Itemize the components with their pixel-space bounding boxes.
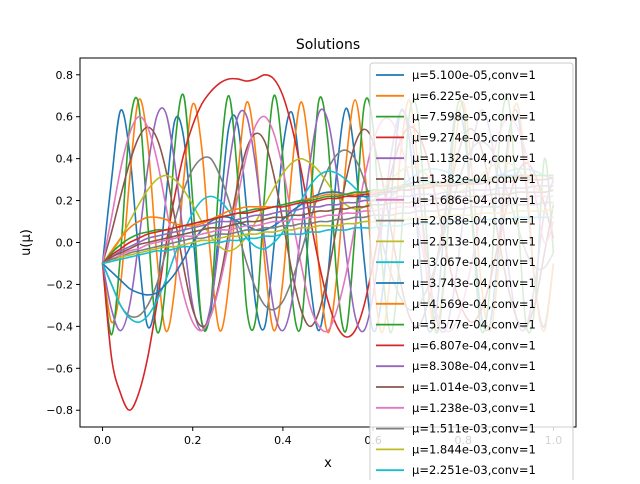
x-tick-label: 0.4 bbox=[274, 434, 292, 447]
y-tick-label: −0.4 bbox=[46, 320, 73, 333]
x-axis-label: x bbox=[324, 456, 332, 471]
legend-entry: μ=2.251e-03,conv=1 bbox=[412, 463, 536, 477]
legend-entry: μ=8.308e-04,conv=1 bbox=[412, 359, 536, 373]
y-tick-label: 0.0 bbox=[56, 237, 74, 250]
legend-entry: μ=6.225e-05,conv=1 bbox=[412, 89, 536, 103]
legend-entry: μ=4.569e-04,conv=1 bbox=[412, 297, 536, 311]
legend-entry: μ=1.511e-03,conv=1 bbox=[412, 422, 536, 436]
legend-entry: μ=2.513e-04,conv=1 bbox=[412, 234, 536, 248]
legend-entry: μ=1.014e-03,conv=1 bbox=[412, 380, 536, 394]
legend: μ=5.100e-05,conv=1 μ=6.225e-05,conv=1 μ=7.… bbox=[369, 62, 574, 484]
x-tick-label: 0.0 bbox=[94, 434, 112, 447]
legend-box bbox=[369, 62, 574, 484]
legend-entry: μ=2.058e-04,conv=1 bbox=[412, 214, 536, 228]
legend-entry: μ=7.598e-05,conv=1 bbox=[412, 110, 536, 124]
y-tick-label: 0.6 bbox=[56, 111, 74, 124]
legend-entry: μ=9.274e-05,conv=1 bbox=[412, 130, 536, 144]
legend-entry: μ=3.743e-04,conv=1 bbox=[412, 276, 536, 290]
y-tick-label: −0.6 bbox=[46, 362, 73, 375]
y-tick-label: 0.2 bbox=[56, 195, 74, 208]
legend-entry: μ=1.686e-04,conv=1 bbox=[412, 193, 536, 207]
x-tick-label: 0.2 bbox=[184, 434, 202, 447]
legend-entry: μ=5.100e-05,conv=1 bbox=[412, 68, 536, 82]
y-axis-label: u(μ) bbox=[19, 229, 34, 256]
y-tick-label: 0.4 bbox=[56, 153, 74, 166]
y-tick-label: −0.8 bbox=[46, 404, 73, 417]
legend-entry: μ=6.807e-04,conv=1 bbox=[412, 338, 536, 352]
y-axis: −0.8 −0.6 −0.4 −0.2 0.0 0.2 0.4 0.6 0.8 bbox=[46, 69, 80, 417]
y-tick-label: 0.8 bbox=[56, 69, 74, 82]
legend-entry: μ=1.844e-03,conv=1 bbox=[412, 442, 536, 456]
chart-title: Solutions bbox=[296, 37, 360, 53]
legend-entry: μ=1.132e-04,conv=1 bbox=[412, 151, 536, 165]
legend-entry: μ=3.067e-04,conv=1 bbox=[412, 255, 536, 269]
legend-entry: μ=5.577e-04,conv=1 bbox=[412, 318, 536, 332]
legend-entry: μ=1.238e-03,conv=1 bbox=[412, 401, 536, 415]
y-tick-label: −0.2 bbox=[46, 278, 73, 291]
legend-entry: μ=1.382e-04,conv=1 bbox=[412, 172, 536, 186]
